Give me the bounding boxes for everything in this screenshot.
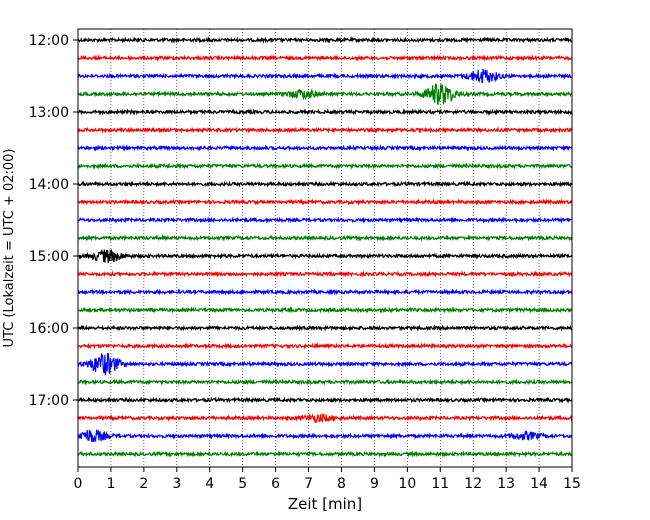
trace-line [77,162,573,170]
x-axis-label: Zeit [min] [288,495,362,513]
x-tick-label: 0 [74,476,83,492]
grid [110,29,540,467]
plot-background [78,29,572,467]
x-tick-label: 2 [139,476,148,492]
trace-line [77,126,573,134]
trace-line [77,352,573,376]
x-tick-label: 15 [563,476,581,492]
plot-frame [77,28,573,468]
trace-line [77,413,573,424]
trace-line [77,198,573,206]
trace-line [77,429,573,443]
x-tick-label: 1 [106,476,115,492]
x-tick-label: 6 [271,476,280,492]
traces [77,36,573,458]
y-axis-label: UTC (Lokalzeit = UTC + 02:00) [2,149,17,348]
trace-line [77,216,573,224]
x-tick-label: 8 [337,476,346,492]
trace-line [77,306,573,314]
trace-line [77,68,573,84]
x-tick-label: 13 [497,476,515,492]
x-tick-label: 9 [370,476,379,492]
x-tick-label: 7 [304,476,313,492]
trace-line [77,180,573,188]
trace-line [77,288,573,296]
y-tick-label: 12:00 [29,33,69,49]
trace-line [77,270,573,278]
x-tick-label: 11 [431,476,449,492]
trace-line [77,36,573,44]
trace-line [77,108,573,116]
trace-line [77,82,573,106]
trace-line [77,378,573,386]
trace-line [77,324,573,332]
y-tick-label: 16:00 [29,321,69,337]
y-tick-label: 17:00 [29,393,69,409]
y-tick-label: 14:00 [29,177,69,193]
x-axis: 0 1 2 3 4 5 6 7 8 9 10 11 12 13 14 15 [74,467,581,492]
y-tick-label: 13:00 [29,105,69,121]
x-tick-label: 3 [172,476,181,492]
x-tick-label: 14 [530,476,548,492]
trace-line [77,249,573,263]
y-axis: 12:00 13:00 14:00 15:00 16:00 17:00 [29,33,78,409]
trace-line [77,450,573,458]
y-tick-label: 15:00 [29,249,69,265]
x-tick-label: 5 [238,476,247,492]
trace-line [77,54,573,62]
trace-line [77,342,573,350]
x-tick-label: 4 [205,476,214,492]
trace-line [77,234,573,242]
x-tick-label: 10 [398,476,416,492]
trace-line [77,144,573,152]
trace-line [77,396,573,404]
x-tick-label: 12 [464,476,482,492]
